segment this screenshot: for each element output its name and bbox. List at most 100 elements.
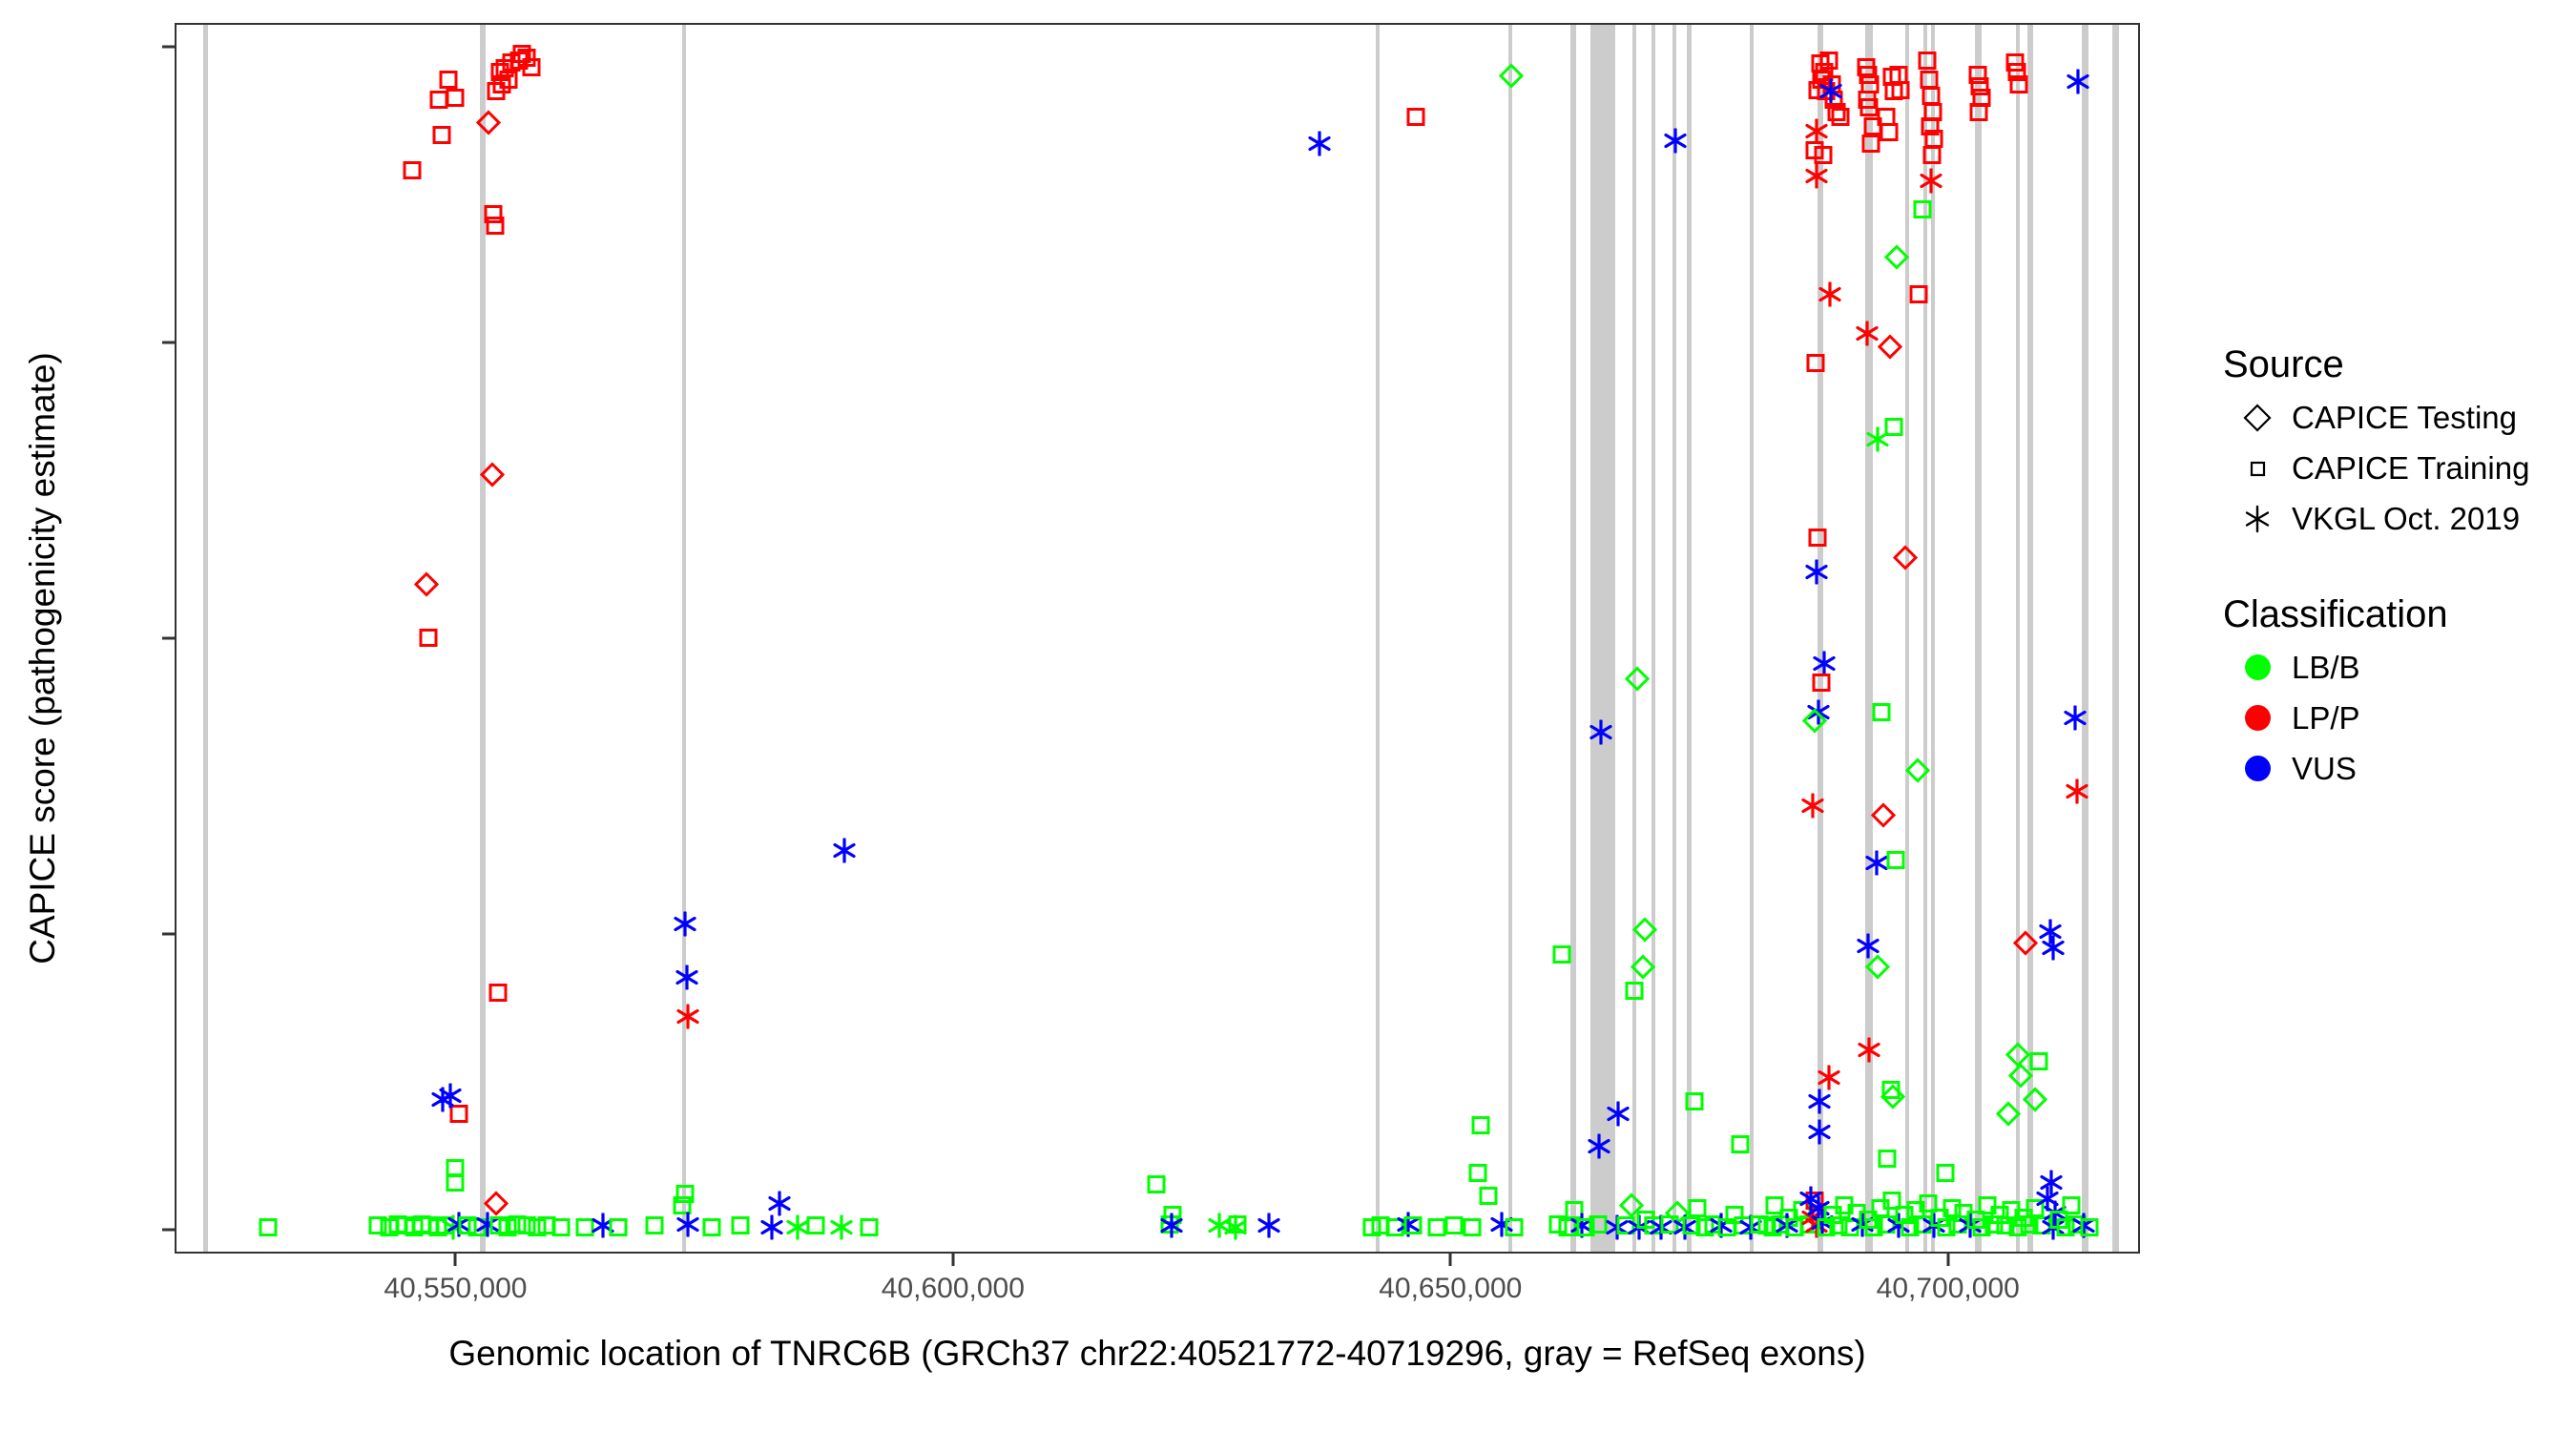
data-point: [2007, 1063, 2033, 1092]
legend-item-vus[interactable]: VUS: [2223, 743, 2566, 794]
data-point: [1257, 1213, 1281, 1243]
exon-band: [1672, 25, 1676, 1252]
data-point: [2041, 934, 2066, 964]
data-point: [447, 1212, 471, 1242]
data-point: [1618, 1192, 1645, 1223]
data-point: [1817, 1065, 1841, 1095]
data-point: [1808, 52, 1833, 81]
exon-band: [1865, 25, 1874, 1252]
exon-band: [480, 25, 486, 1252]
legend-label: CAPICE Testing: [2292, 399, 2517, 435]
data-point: [673, 1181, 697, 1211]
data-point: [803, 1213, 828, 1243]
exon-band: [1922, 25, 1927, 1252]
data-point: [1549, 943, 1574, 972]
legend-item-vkgl[interactable]: VKGL Oct. 2019: [2223, 493, 2566, 544]
circle-icon: [2223, 756, 2292, 781]
data-point: [1546, 1213, 1570, 1242]
data-point: [1613, 1213, 1638, 1243]
data-point: [1918, 114, 1942, 144]
data-point: [2026, 1049, 2051, 1079]
legend-label: CAPICE Training: [2292, 449, 2530, 486]
data-point: [1864, 849, 1889, 880]
data-point: [1804, 118, 1829, 149]
circle-icon: [2223, 705, 2292, 731]
data-point: [2005, 60, 2029, 90]
data-point: [1207, 1213, 1232, 1243]
legend-item-lbb[interactable]: LB/B: [2223, 642, 2566, 693]
data-point: [492, 56, 517, 86]
data-point: [1921, 100, 1945, 130]
data-point: [1892, 545, 1918, 574]
data-point: [1382, 1214, 1407, 1244]
data-point: [1800, 793, 1825, 823]
data-point: [1807, 1089, 1832, 1119]
data-point: [2077, 1214, 2102, 1244]
data-point: [1814, 1214, 1839, 1244]
x-tick-label: 40,550,000: [384, 1273, 528, 1304]
data-point: [385, 1213, 410, 1242]
data-point: [1641, 1213, 1666, 1243]
data-point: [1922, 1213, 1946, 1243]
data-point: [1804, 1213, 1829, 1243]
x-axis-title: Genomic location of TNRC6B (GRCh37 chr22…: [448, 1334, 1866, 1373]
legend-label: LB/B: [2292, 649, 2360, 685]
data-point: [1933, 1160, 1958, 1190]
data-point: [443, 86, 467, 115]
data-point: [1886, 62, 1911, 92]
exon-band: [2082, 25, 2088, 1252]
data-point: [1307, 130, 1332, 160]
data-point: [1805, 77, 1830, 107]
square-icon: [2223, 452, 2292, 485]
data-point: [1884, 243, 1910, 274]
data-point: [2041, 1213, 2066, 1244]
data-point: [699, 1214, 724, 1244]
legend-item-lpp[interactable]: LP/P: [2223, 693, 2566, 743]
data-point: [1587, 1133, 1611, 1164]
diamond-icon: [2223, 402, 2292, 434]
data-point: [465, 1214, 489, 1244]
data-point: [2038, 918, 2063, 948]
data-point: [1812, 651, 1837, 681]
data-point: [1664, 1200, 1691, 1230]
legend-item-capice-testing[interactable]: CAPICE Testing: [2223, 392, 2566, 443]
data-point: [1886, 1213, 1911, 1243]
data-point: [1460, 1214, 1485, 1244]
data-point: [1589, 719, 1613, 750]
data-point: [767, 1190, 792, 1220]
data-point: [1857, 1036, 1881, 1067]
data-point: [832, 838, 857, 868]
data-point: [1605, 1213, 1630, 1244]
data-point: [1798, 1185, 1823, 1215]
data-point: [433, 1213, 458, 1243]
exon-band: [203, 25, 208, 1252]
data-point: [1844, 1200, 1869, 1230]
data-point: [2043, 1199, 2067, 1230]
data-point: [1802, 1189, 1827, 1218]
x-tick-label: 40,700,000: [1876, 1273, 2020, 1304]
data-point: [1403, 105, 1428, 135]
data-point: [1368, 1213, 1393, 1243]
data-point: [1920, 142, 1944, 172]
data-point: [1762, 1193, 1787, 1223]
data-point: [675, 964, 699, 994]
data-point: [479, 462, 506, 491]
legend-item-capice-training[interactable]: CAPICE Training: [2223, 443, 2566, 493]
exon-band: [1376, 25, 1381, 1252]
data-point: [1898, 1214, 1922, 1244]
data-point: [1627, 1213, 1652, 1244]
data-point: [1878, 334, 1903, 363]
exon-band: [2111, 25, 2120, 1252]
data-point: [1824, 100, 1849, 130]
exon-band: [1974, 25, 1983, 1252]
exon-band: [1687, 25, 1692, 1252]
data-point: [1682, 1089, 1707, 1119]
data-point: [1663, 127, 1688, 158]
data-point: [1940, 1195, 1964, 1225]
data-point: [1442, 1213, 1466, 1243]
data-point: [2005, 1041, 2030, 1071]
data-point: [426, 1214, 450, 1244]
y-tick-mark: [162, 341, 175, 344]
data-point: [728, 1213, 753, 1243]
data-point: [481, 201, 506, 231]
